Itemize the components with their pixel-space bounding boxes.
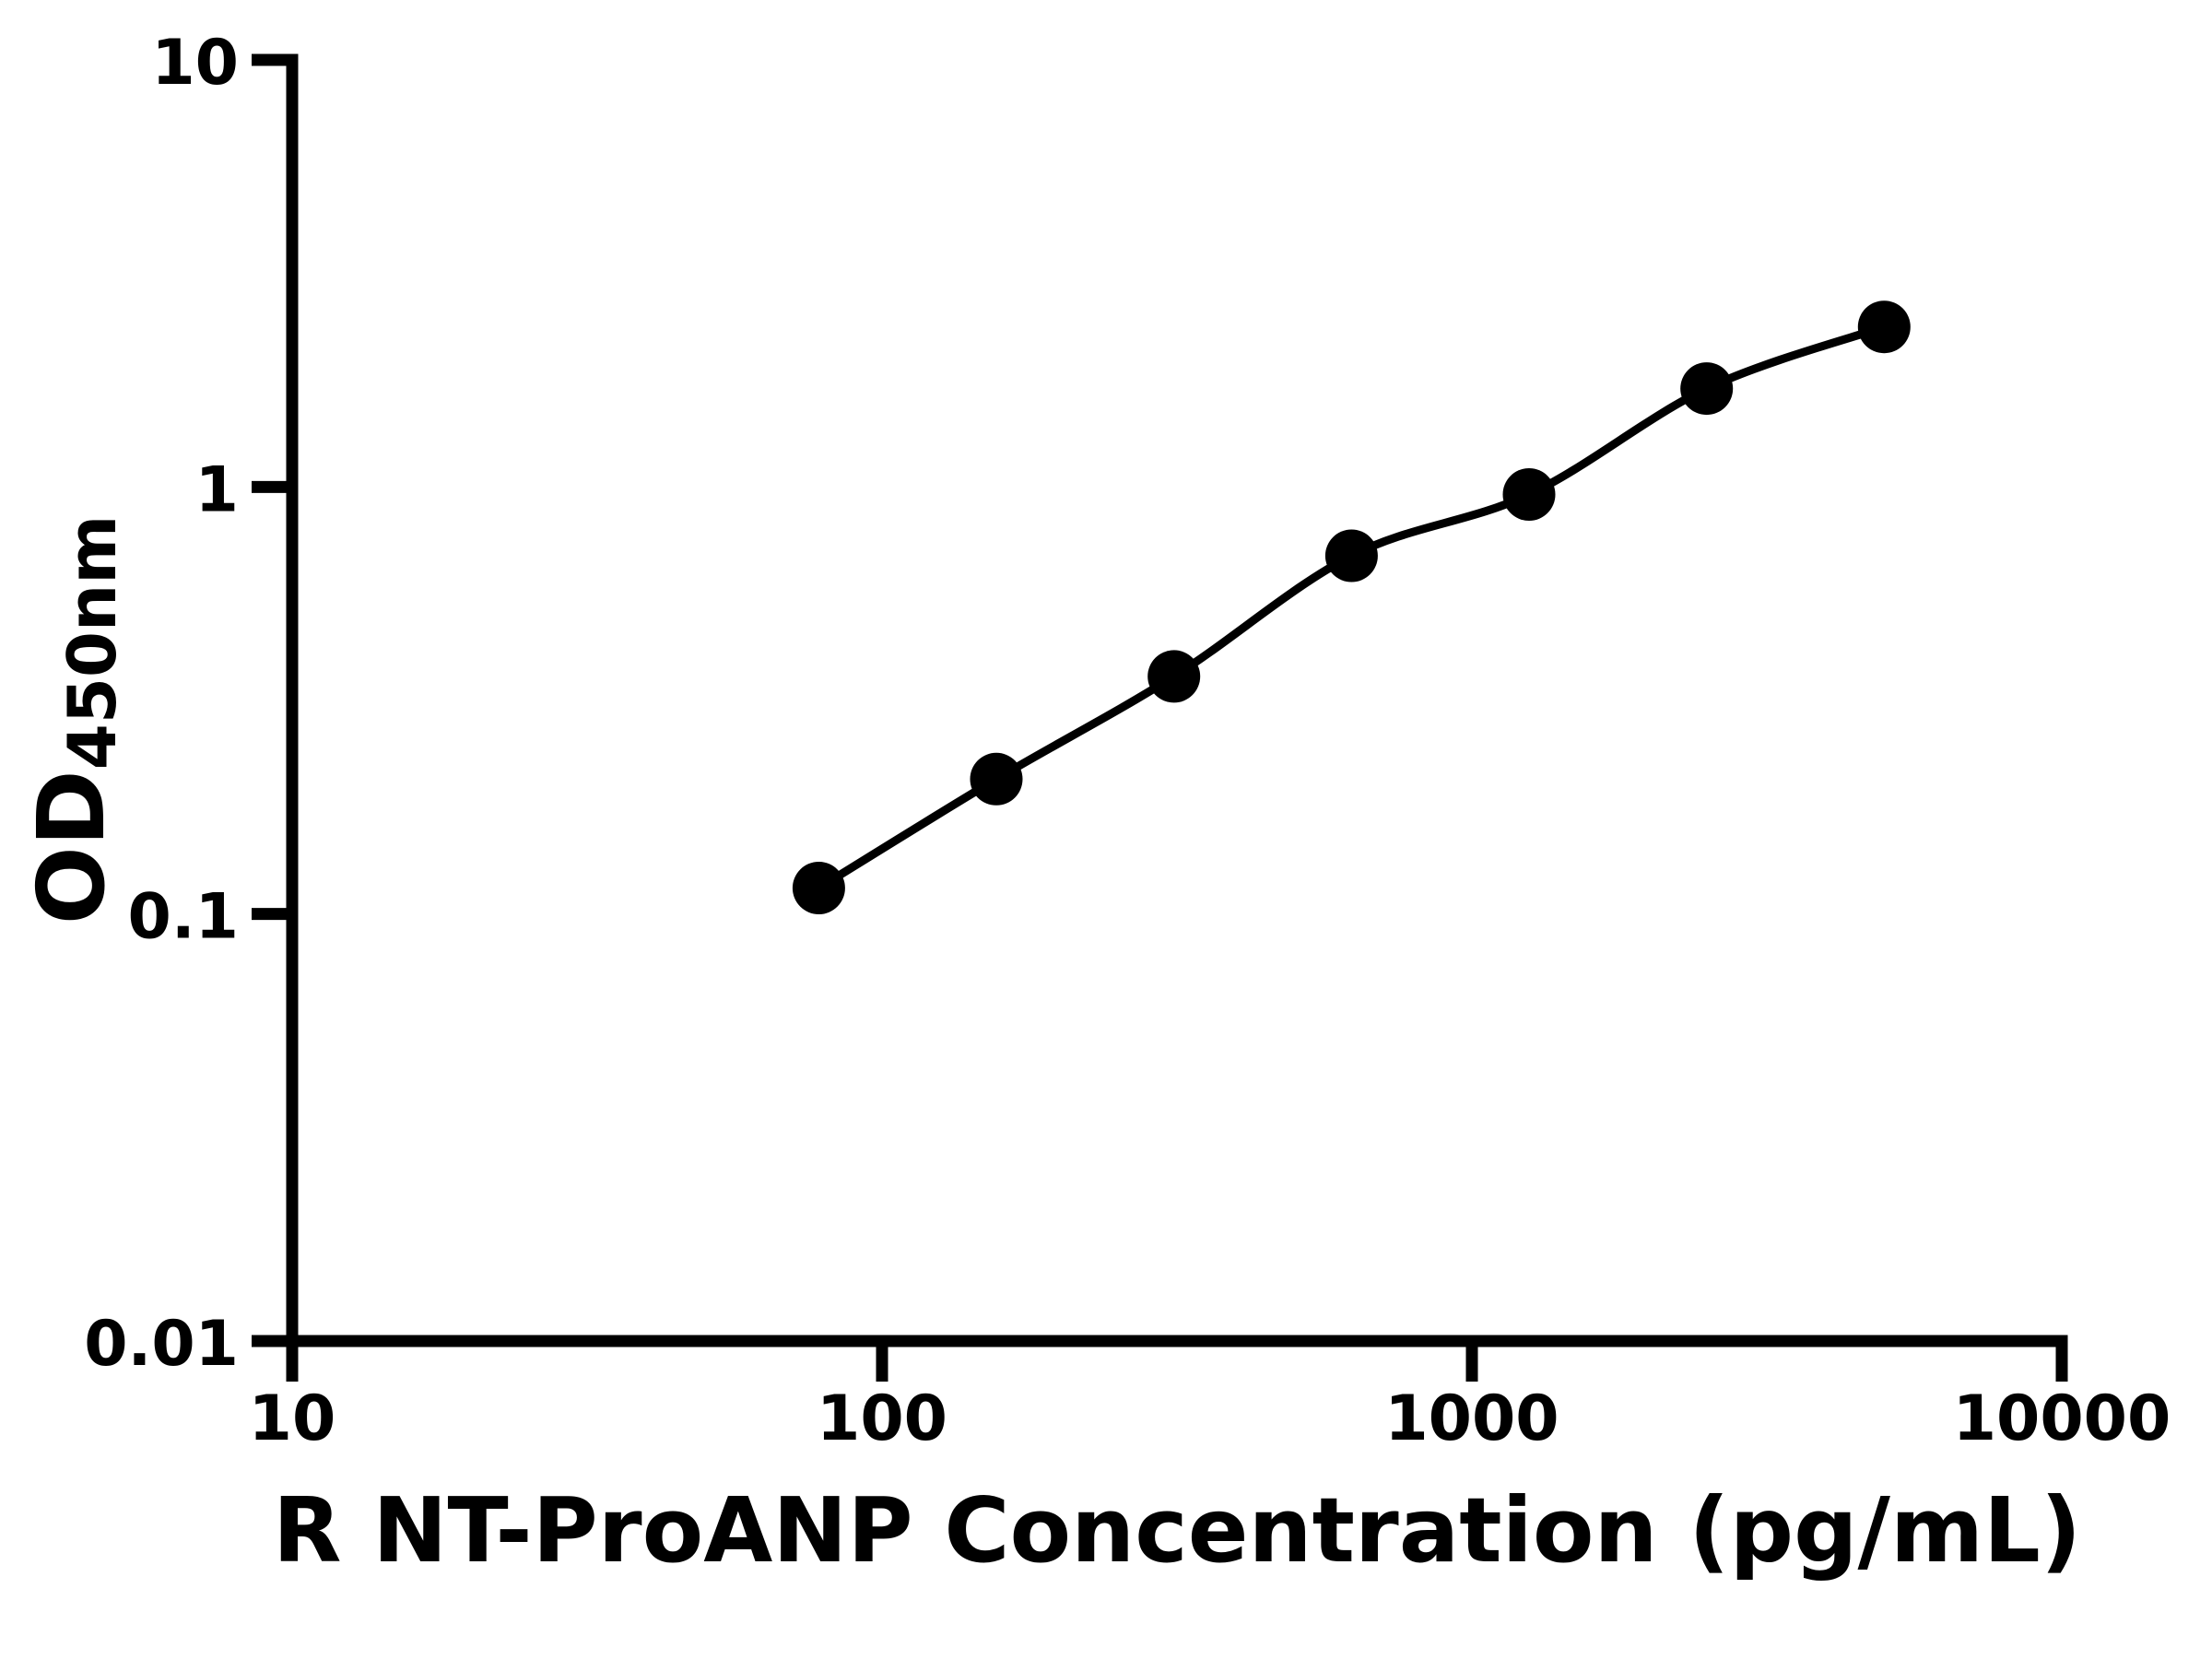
- y-tick-label: 0.01: [84, 1308, 239, 1381]
- y-tick-label: 1: [195, 453, 239, 526]
- data-point-marker: [1147, 650, 1201, 703]
- x-tick-label: 10: [249, 1382, 336, 1455]
- x-tick-label: 100: [817, 1382, 947, 1455]
- data-point-marker: [1680, 362, 1734, 416]
- y-tick-label: 10: [151, 27, 239, 100]
- y-tick-label: 0.1: [128, 881, 239, 954]
- standard-curve-line: [814, 323, 1888, 892]
- data-point-marker: [1502, 468, 1556, 521]
- data-point-marker: [970, 752, 1023, 806]
- y-axis-title-main: OD: [18, 770, 125, 925]
- data-point-marker: [792, 862, 845, 914]
- y-axis-title-subscript: 450nm: [53, 514, 131, 771]
- data-point-marker: [1324, 529, 1378, 582]
- x-tick-label: 10000: [1953, 1382, 2171, 1455]
- y-axis-title: OD450nm: [18, 515, 131, 925]
- data-point-marker: [1857, 300, 1911, 354]
- x-axis-title: R NT-ProANP Concentration (pg/mL): [272, 1478, 2082, 1583]
- x-tick-label: 1000: [1384, 1382, 1559, 1455]
